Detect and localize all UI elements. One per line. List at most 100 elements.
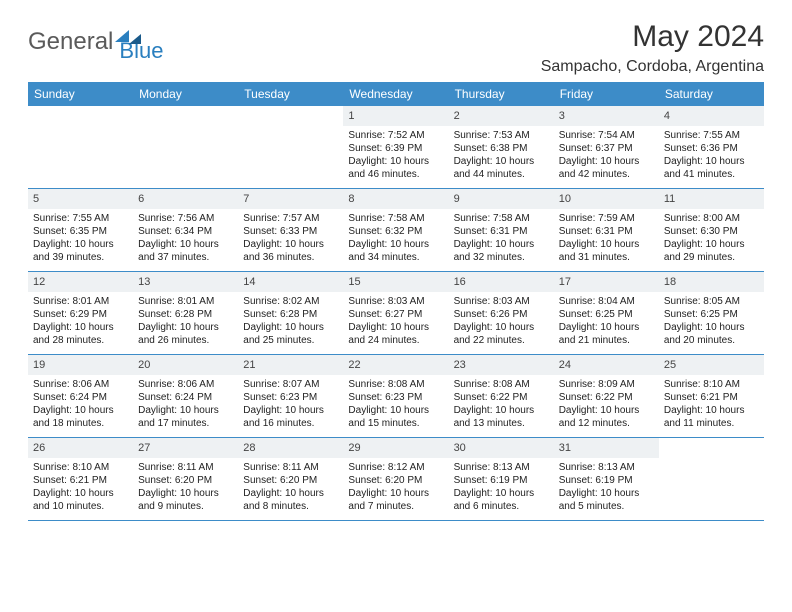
day-cell: 17Sunrise: 8:04 AMSunset: 6:25 PMDayligh… — [554, 272, 659, 354]
day-body: Sunrise: 8:06 AMSunset: 6:24 PMDaylight:… — [133, 375, 238, 434]
sunrise-line: Sunrise: 8:06 AM — [138, 378, 233, 391]
sunrise-line: Sunrise: 8:09 AM — [559, 378, 654, 391]
day-cell — [659, 438, 764, 520]
sunset-line: Sunset: 6:37 PM — [559, 142, 654, 155]
daylight-line: Daylight: 10 hours and 13 minutes. — [454, 404, 549, 430]
sunset-line: Sunset: 6:27 PM — [348, 308, 443, 321]
sunrise-line: Sunrise: 8:12 AM — [348, 461, 443, 474]
dow-cell: Thursday — [449, 82, 554, 106]
day-cell: 21Sunrise: 8:07 AMSunset: 6:23 PMDayligh… — [238, 355, 343, 437]
day-body: Sunrise: 8:03 AMSunset: 6:26 PMDaylight:… — [449, 292, 554, 351]
sunrise-line: Sunrise: 8:08 AM — [454, 378, 549, 391]
sunrise-line: Sunrise: 7:57 AM — [243, 212, 338, 225]
day-body: Sunrise: 8:05 AMSunset: 6:25 PMDaylight:… — [659, 292, 764, 351]
sunrise-line: Sunrise: 8:04 AM — [559, 295, 654, 308]
sunrise-line: Sunrise: 7:55 AM — [33, 212, 128, 225]
sunset-line: Sunset: 6:31 PM — [559, 225, 654, 238]
day-body: Sunrise: 7:58 AMSunset: 6:31 PMDaylight:… — [449, 209, 554, 268]
daylight-line: Daylight: 10 hours and 16 minutes. — [243, 404, 338, 430]
brand-logo: General Blue — [28, 20, 163, 64]
day-number: 26 — [28, 438, 133, 458]
day-number: 13 — [133, 272, 238, 292]
day-cell: 20Sunrise: 8:06 AMSunset: 6:24 PMDayligh… — [133, 355, 238, 437]
day-body: Sunrise: 7:56 AMSunset: 6:34 PMDaylight:… — [133, 209, 238, 268]
week-row: 26Sunrise: 8:10 AMSunset: 6:21 PMDayligh… — [28, 438, 764, 521]
day-cell: 12Sunrise: 8:01 AMSunset: 6:29 PMDayligh… — [28, 272, 133, 354]
day-body: Sunrise: 7:58 AMSunset: 6:32 PMDaylight:… — [343, 209, 448, 268]
sunrise-line: Sunrise: 8:02 AM — [243, 295, 338, 308]
day-cell: 9Sunrise: 7:58 AMSunset: 6:31 PMDaylight… — [449, 189, 554, 271]
sunset-line: Sunset: 6:34 PM — [138, 225, 233, 238]
day-cell: 24Sunrise: 8:09 AMSunset: 6:22 PMDayligh… — [554, 355, 659, 437]
day-cell: 1Sunrise: 7:52 AMSunset: 6:39 PMDaylight… — [343, 106, 448, 188]
daylight-line: Daylight: 10 hours and 25 minutes. — [243, 321, 338, 347]
day-body: Sunrise: 8:10 AMSunset: 6:21 PMDaylight:… — [659, 375, 764, 434]
day-cell — [238, 106, 343, 188]
day-body: Sunrise: 8:01 AMSunset: 6:28 PMDaylight:… — [133, 292, 238, 351]
day-cell: 14 Sunrise: 8:02 AMSunset: 6:28 PMDayligh… — [238, 272, 343, 354]
sunrise-line: Sunrise: 7:58 AM — [454, 212, 549, 225]
day-number: 14 — [238, 272, 343, 292]
week-row: 19Sunrise: 8:06 AMSunset: 6:24 PMDayligh… — [28, 355, 764, 438]
day-number: 18 — [659, 272, 764, 292]
sunset-line: Sunset: 6:19 PM — [454, 474, 549, 487]
day-number: 11 — [659, 189, 764, 209]
sunrise-line: Sunrise: 7:54 AM — [559, 129, 654, 142]
sunrise-line: Sunrise: 7:59 AM — [559, 212, 654, 225]
daylight-line: Daylight: 10 hours and 8 minutes. — [243, 487, 338, 513]
dow-cell: Sunday — [28, 82, 133, 106]
sunrise-line: Sunrise: 8:10 AM — [33, 461, 128, 474]
daylight-line: Daylight: 10 hours and 28 minutes. — [33, 321, 128, 347]
title-block: May 2024 Sampacho, Cordoba, Argentina — [541, 20, 764, 76]
daylight-line: Daylight: 10 hours and 6 minutes. — [454, 487, 549, 513]
daylight-line: Daylight: 10 hours and 46 minutes. — [348, 155, 443, 181]
dow-row: SundayMondayTuesdayWednesdayThursdayFrid… — [28, 82, 764, 106]
day-cell: 31Sunrise: 8:13 AMSunset: 6:19 PMDayligh… — [554, 438, 659, 520]
day-number: 28 — [238, 438, 343, 458]
sunrise-line: Sunrise: 8:00 AM — [664, 212, 759, 225]
header: General Blue May 2024 Sampacho, Cordoba,… — [28, 20, 764, 76]
sunrise-line: Sunrise: 8:03 AM — [348, 295, 443, 308]
day-number: 15 — [343, 272, 448, 292]
sunrise-line: Sunrise: 8:01 AM — [33, 295, 128, 308]
sunset-line: Sunset: 6:36 PM — [664, 142, 759, 155]
day-cell: 15 Sunrise: 8:03 AMSunset: 6:27 PMDayligh… — [343, 272, 448, 354]
sunset-line: Sunset: 6:20 PM — [348, 474, 443, 487]
week-row: 12Sunrise: 8:01 AMSunset: 6:29 PMDayligh… — [28, 272, 764, 355]
weeks-container: 1Sunrise: 7:52 AMSunset: 6:39 PMDaylight… — [28, 106, 764, 521]
sunset-line: Sunset: 6:24 PM — [138, 391, 233, 404]
sunset-line: Sunset: 6:31 PM — [454, 225, 549, 238]
day-cell: 27Sunrise: 8:11 AMSunset: 6:20 PMDayligh… — [133, 438, 238, 520]
day-number: 23 — [449, 355, 554, 375]
sail-icon — [115, 30, 143, 48]
day-cell: 8Sunrise: 7:58 AMSunset: 6:32 PMDaylight… — [343, 189, 448, 271]
day-body: Sunrise: 7:55 AMSunset: 6:35 PMDaylight:… — [28, 209, 133, 268]
day-number: 17 — [554, 272, 659, 292]
daylight-line: Daylight: 10 hours and 42 minutes. — [559, 155, 654, 181]
sunrise-line: Sunrise: 7:53 AM — [454, 129, 549, 142]
sunset-line: Sunset: 6:28 PM — [243, 308, 338, 321]
day-cell: 11Sunrise: 8:00 AMSunset: 6:30 PMDayligh… — [659, 189, 764, 271]
day-body: Sunrise: 8:13 AMSunset: 6:19 PMDaylight:… — [554, 458, 659, 517]
dow-cell: Tuesday — [238, 82, 343, 106]
dow-cell: Friday — [554, 82, 659, 106]
day-body: Sunrise: 8:12 AMSunset: 6:20 PMDaylight:… — [343, 458, 448, 517]
daylight-line: Daylight: 10 hours and 29 minutes. — [664, 238, 759, 264]
day-body: Sunrise: 7:55 AMSunset: 6:36 PMDaylight:… — [659, 126, 764, 185]
daylight-line: Daylight: 10 hours and 37 minutes. — [138, 238, 233, 264]
month-title: May 2024 — [541, 20, 764, 54]
daylight-line: Daylight: 10 hours and 17 minutes. — [138, 404, 233, 430]
sunrise-line: Sunrise: 8:07 AM — [243, 378, 338, 391]
day-cell: 28Sunrise: 8:11 AMSunset: 6:20 PMDayligh… — [238, 438, 343, 520]
day-cell: 26Sunrise: 8:10 AMSunset: 6:21 PMDayligh… — [28, 438, 133, 520]
day-cell: 2Sunrise: 7:53 AMSunset: 6:38 PMDaylight… — [449, 106, 554, 188]
daylight-line: Daylight: 10 hours and 15 minutes. — [348, 404, 443, 430]
daylight-line: Daylight: 10 hours and 9 minutes. — [138, 487, 233, 513]
sunset-line: Sunset: 6:29 PM — [33, 308, 128, 321]
sunrise-line: Sunrise: 7:52 AM — [348, 129, 443, 142]
daylight-line: Daylight: 10 hours and 22 minutes. — [454, 321, 549, 347]
day-cell: 30Sunrise: 8:13 AMSunset: 6:19 PMDayligh… — [449, 438, 554, 520]
day-number: 24 — [554, 355, 659, 375]
daylight-line: Daylight: 10 hours and 24 minutes. — [348, 321, 443, 347]
day-number — [659, 438, 764, 444]
